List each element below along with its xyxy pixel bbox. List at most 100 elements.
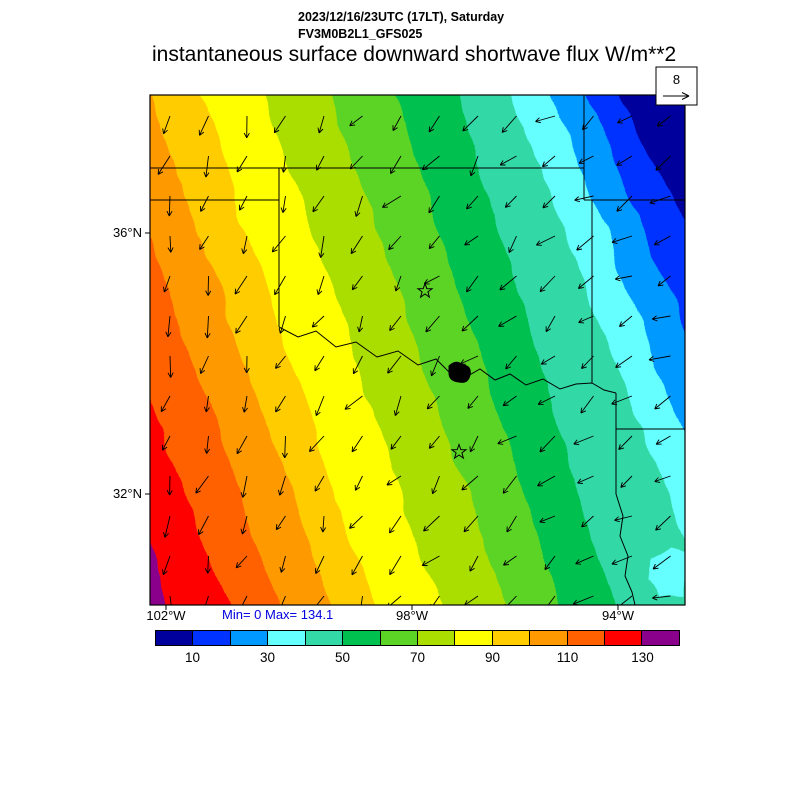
wind-arrow <box>461 475 479 491</box>
colorbar-tick-label: 90 <box>484 650 501 665</box>
wind-arrow <box>464 235 479 246</box>
wind-arrow <box>236 435 248 455</box>
axis-ticks-layer <box>145 232 619 610</box>
wind-arrow <box>657 275 671 287</box>
wind-arrow <box>349 115 363 127</box>
wind-arrow <box>316 275 325 296</box>
wind-arrow <box>388 235 402 251</box>
wind-arrow <box>239 195 248 211</box>
wind-arrow <box>390 155 402 174</box>
wind-arrow <box>466 275 479 293</box>
wind-arrow <box>541 155 556 168</box>
wind-arrow <box>428 195 440 214</box>
wind-arrow <box>655 435 671 445</box>
wind-arrow <box>199 355 209 374</box>
wind-arrow <box>240 515 248 535</box>
wind-arrow <box>389 515 402 534</box>
wind-arrow <box>616 195 633 212</box>
wind-arrow <box>163 515 171 538</box>
wind-arrow <box>167 235 174 253</box>
wind-arrow <box>200 195 209 212</box>
wind-arrow <box>576 235 594 251</box>
wind-arrow <box>575 555 594 565</box>
wind-arrow <box>243 115 250 139</box>
wind-arrow <box>392 115 402 131</box>
wind-arrow <box>614 515 633 523</box>
wind-arrow <box>542 195 556 209</box>
lat-label: 32°N <box>112 486 142 501</box>
river-knot <box>448 361 471 383</box>
wind-arrow <box>499 275 517 291</box>
city-star <box>450 442 468 460</box>
city-stars-layer <box>416 281 468 460</box>
wind-arrow <box>615 355 633 368</box>
wind-arrow <box>469 435 479 453</box>
wind-arrow <box>460 355 479 365</box>
wind-arrow <box>498 315 517 327</box>
wind-arrow <box>354 475 363 491</box>
wind-arrow <box>278 315 286 334</box>
wind-arrow <box>428 115 440 133</box>
wind-arrow <box>278 475 286 496</box>
wind-arrow <box>654 395 671 410</box>
wind-arrow <box>316 155 325 171</box>
wind-arrow <box>281 595 286 605</box>
colorbar-cell <box>230 630 269 646</box>
wind-arrow <box>469 155 479 177</box>
colorbar-cell <box>605 630 643 646</box>
wind-arrow <box>578 155 594 164</box>
wind-arrow <box>544 555 556 571</box>
wind-arrow <box>354 195 363 217</box>
colorbar-cell <box>305 630 344 646</box>
wind-arrow <box>467 395 479 409</box>
wind-arrow <box>389 315 402 332</box>
wind-arrow <box>240 475 248 498</box>
wind-arrow <box>349 515 363 529</box>
wind-arrow <box>234 275 248 295</box>
wind-arrow <box>198 515 209 536</box>
wind-arrow <box>162 435 171 451</box>
wind-arrow <box>166 195 173 217</box>
wind-arrow <box>273 115 286 134</box>
wind-arrow <box>651 315 671 322</box>
wind-arrow <box>426 395 440 410</box>
wind-arrow <box>539 435 556 453</box>
wind-arrow <box>469 555 479 572</box>
wind-arrow <box>573 435 594 446</box>
wind-arrow <box>614 275 633 282</box>
wind-arrow <box>315 395 325 417</box>
wind-arrow <box>387 595 402 605</box>
colorbar-cell <box>530 630 568 646</box>
wind-arrow <box>243 355 250 374</box>
wind-arrow <box>387 355 402 374</box>
colorbar-cell <box>492 630 531 646</box>
wind-arrow <box>203 155 210 178</box>
wind-arrow <box>502 475 517 494</box>
wind-arrow <box>271 235 286 253</box>
vector-reference-box: 8 <box>655 66 698 106</box>
wind-arrow <box>281 435 288 459</box>
wind-arrow <box>611 395 633 406</box>
wind-arrow <box>314 355 325 372</box>
wind-arrow <box>349 155 363 170</box>
wind-vectors-layer <box>157 115 671 605</box>
wind-arrow <box>502 395 517 407</box>
wind-arrow <box>160 395 171 413</box>
wind-arrow <box>235 315 248 334</box>
wind-arrow <box>360 595 363 605</box>
wind-arrow <box>505 355 517 370</box>
wind-arrow <box>389 555 402 576</box>
wind-arrow <box>577 275 594 290</box>
wind-arrow <box>428 435 440 449</box>
colorbar-cell <box>567 630 606 646</box>
wind-arrow <box>618 435 633 451</box>
wind-arrow <box>537 395 556 406</box>
colorbar-tick-label: 50 <box>334 650 351 665</box>
wind-arrow <box>421 155 440 171</box>
wind-arrow <box>167 355 174 378</box>
wind-arrow <box>466 195 479 210</box>
wind-arrow <box>539 515 556 524</box>
wind-arrow <box>616 155 633 166</box>
vector-reference-value: 8 <box>673 72 680 87</box>
